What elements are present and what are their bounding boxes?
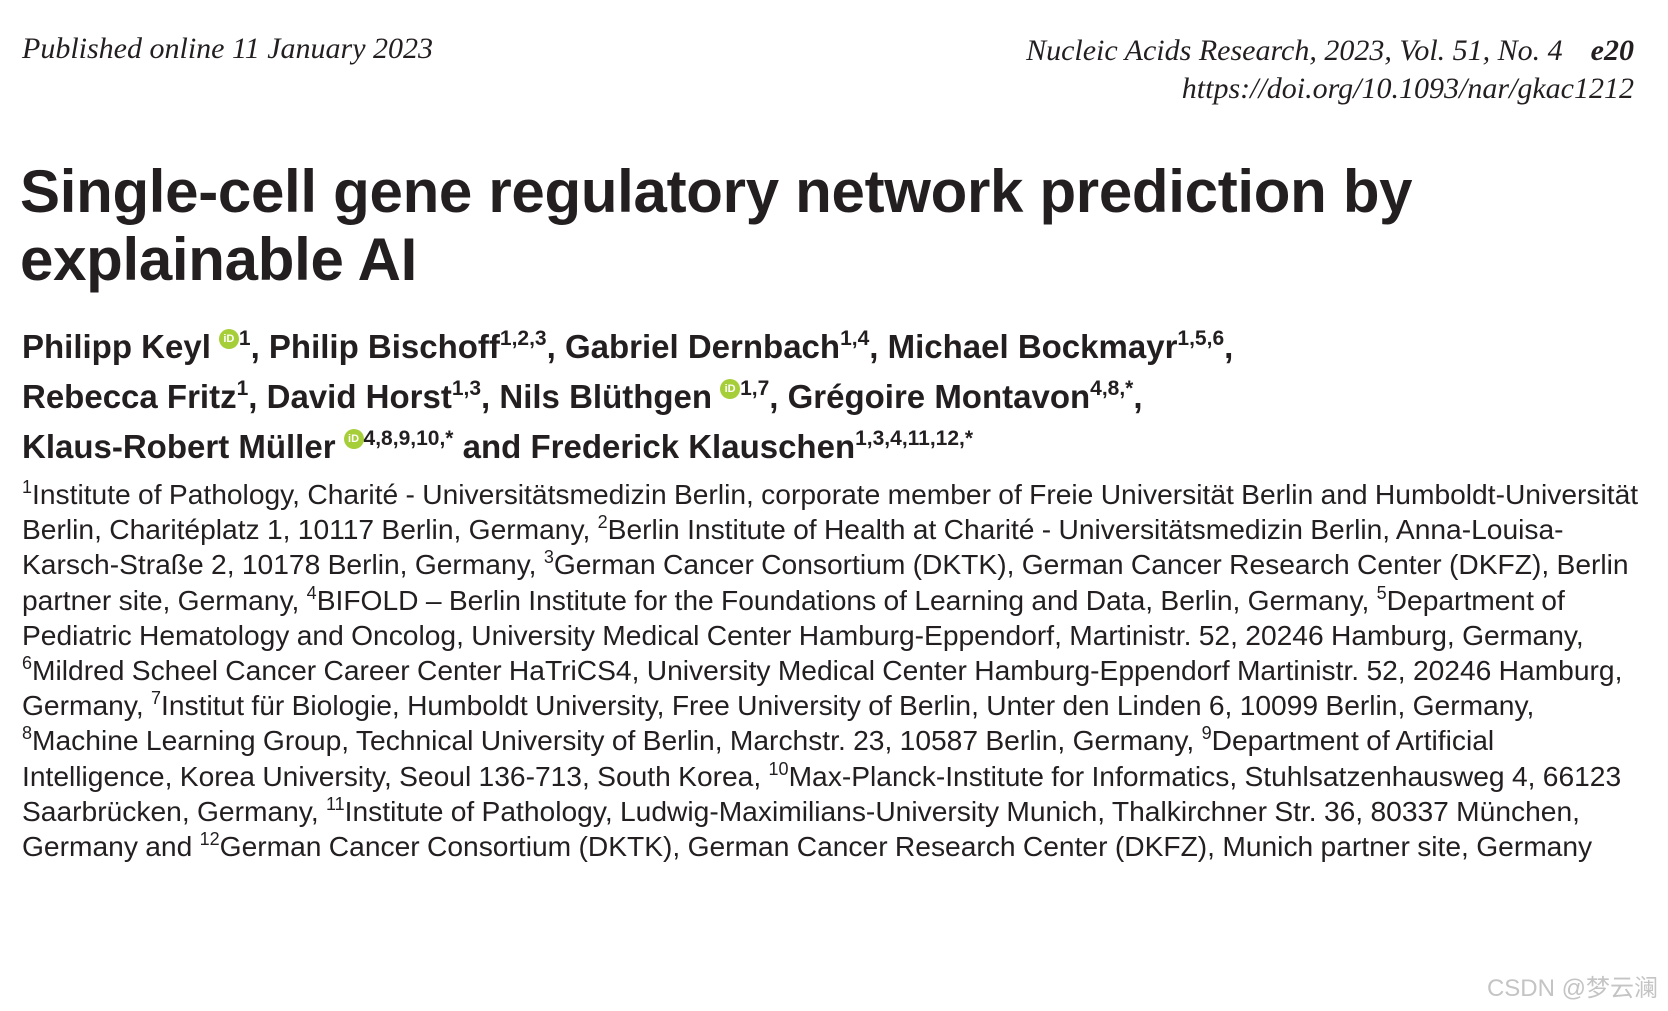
watermark: CSDN @梦云澜 (1486, 975, 1658, 1002)
affiliation: 1Institute of Pathology, Charité - Unive… (22, 477, 1639, 546)
orcid-icon[interactable]: iD (343, 429, 364, 449)
orcid-icon[interactable]: iD (720, 379, 741, 399)
author: Philipp Keyl iD 1 (22, 327, 251, 365)
affiliation: 12German Cancer Consortium (DKTK), Germa… (199, 829, 1593, 863)
affiliation: 7Institut für Biologie, Humboldt Univers… (151, 688, 1527, 722)
affiliation: 11Institute of Pathology, Ludwig-Maximil… (22, 793, 1580, 863)
journal-header: Nucleic Acids Research, 2023, Vol. 51, N… (1026, 32, 1634, 108)
author: Nils Blüthgen iD 1,7 (499, 377, 770, 415)
affiliation: 10Max-Planck-Institute for Informatics, … (22, 758, 1622, 827)
orcid-icon[interactable]: iD (218, 329, 239, 349)
author: Grégoire Montavon4,8,* (787, 377, 1134, 415)
affiliation: 8Machine Learning Group, Technical Unive… (22, 723, 1187, 757)
published-date: Published online 11 January 2023 (22, 32, 434, 65)
affiliations: 1Institute of Pathology, Charité - Unive… (22, 477, 1639, 863)
affiliation: 9Department of Artificial Intelligence, … (22, 723, 1495, 792)
author: Frederick Klauschen1,3,4,11,12,* (530, 427, 974, 465)
author: Michael Bockmayr1,5,6 (887, 327, 1225, 365)
author-list: Philipp Keyl iD 1, Philip Bischoff1,2,3, G… (22, 327, 1234, 465)
affiliation: 3German Cancer Consortium (DKTK), German… (22, 547, 1629, 616)
doi-link[interactable]: https://doi.org/10.1093/nar/gkac1212 (1181, 72, 1634, 105)
affiliation: 2Berlin Institute of Health at Charité -… (22, 512, 1564, 581)
affiliation: 4BIFOLD – Berlin Institute for the Found… (306, 582, 1362, 616)
author: Rebecca Fritz1 (22, 377, 249, 415)
author: Philip Bischoff1,2,3 (268, 327, 547, 365)
affiliation: 6Mildred Scheel Cancer Career Center HaT… (22, 653, 1623, 722)
journal-citation: Nucleic Acids Research, 2023, Vol. 51, N… (1026, 34, 1563, 67)
article-title: Single-cell gene regulatory network pred… (20, 158, 1413, 293)
author: Gabriel Dernbach1,4 (564, 327, 870, 365)
author: Klaus-Robert Müller iD 4,8,9,10,* (22, 427, 454, 465)
author: David Horst1,3 (266, 377, 482, 415)
page-number: e20 (1590, 34, 1634, 67)
affiliation: 5Department of Pediatric Hematology and … (22, 582, 1576, 651)
